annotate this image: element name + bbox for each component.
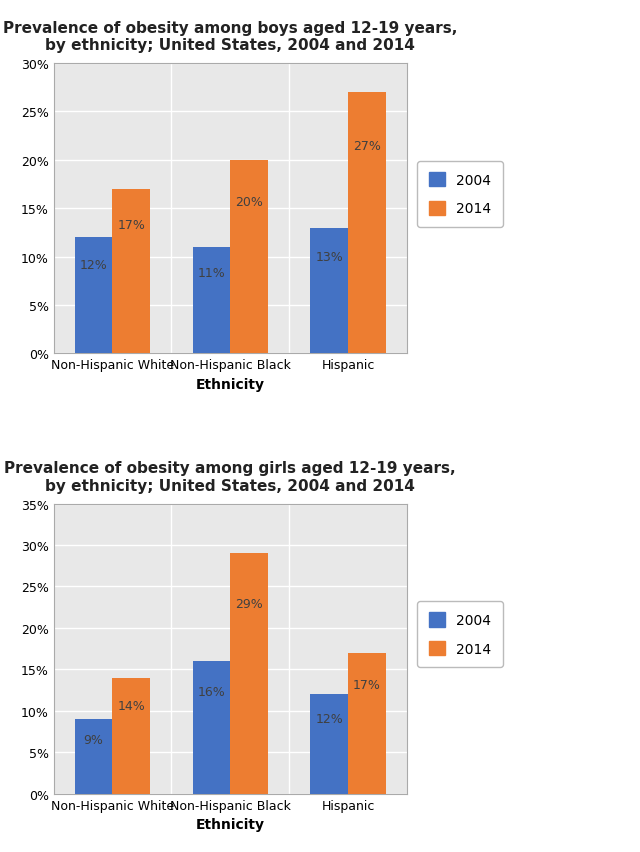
Legend: 2004, 2014: 2004, 2014 xyxy=(417,602,502,667)
Text: 16%: 16% xyxy=(198,685,225,698)
Bar xyxy=(113,190,150,354)
Text: 13%: 13% xyxy=(316,251,343,264)
Text: 12%: 12% xyxy=(316,712,343,725)
Bar xyxy=(113,678,150,794)
Bar xyxy=(310,694,348,794)
Text: 12%: 12% xyxy=(80,259,108,272)
Bar xyxy=(230,554,268,794)
Legend: 2004, 2014: 2004, 2014 xyxy=(417,162,502,227)
Text: 29%: 29% xyxy=(236,597,263,610)
Text: 9%: 9% xyxy=(84,733,104,746)
Text: 14%: 14% xyxy=(117,699,145,711)
Bar xyxy=(193,661,230,794)
Bar xyxy=(75,238,113,354)
Title: Prevalence of obesity among girls aged 12-19 years,
by ethnicity; United States,: Prevalence of obesity among girls aged 1… xyxy=(4,461,456,493)
Bar xyxy=(230,161,268,354)
Title: Prevalence of obesity among boys aged 12-19 years,
by ethnicity; United States, : Prevalence of obesity among boys aged 12… xyxy=(3,20,458,53)
Text: 11%: 11% xyxy=(198,267,225,279)
Bar xyxy=(75,719,113,794)
Bar xyxy=(348,93,386,354)
X-axis label: Ethnicity: Ethnicity xyxy=(196,817,265,832)
X-axis label: Ethnicity: Ethnicity xyxy=(196,377,265,391)
Text: 20%: 20% xyxy=(235,195,263,209)
Bar xyxy=(193,248,230,354)
Bar xyxy=(310,228,348,354)
Bar xyxy=(348,653,386,794)
Text: 17%: 17% xyxy=(353,678,381,691)
Text: 27%: 27% xyxy=(353,140,381,153)
Text: 17%: 17% xyxy=(117,219,145,233)
